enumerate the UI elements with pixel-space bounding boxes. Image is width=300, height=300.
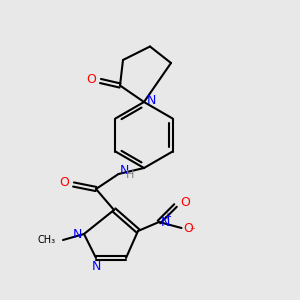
Text: H: H — [126, 169, 134, 180]
Text: N: N — [91, 260, 101, 272]
Text: O: O — [86, 73, 96, 86]
Text: ⁻: ⁻ — [189, 226, 195, 237]
Text: O: O — [59, 176, 69, 190]
Text: N: N — [147, 94, 156, 107]
Text: O: O — [183, 221, 193, 235]
Text: N: N — [160, 215, 170, 229]
Text: CH₃: CH₃ — [38, 235, 56, 245]
Text: N: N — [120, 164, 129, 178]
Text: O: O — [180, 196, 190, 209]
Text: +: + — [164, 212, 171, 222]
Text: N: N — [73, 227, 83, 241]
